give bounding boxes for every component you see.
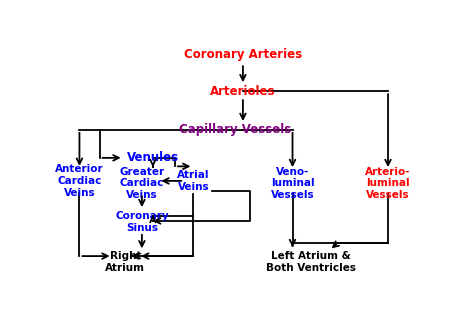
Text: Greater
Cardiac
Veins: Greater Cardiac Veins <box>119 167 164 200</box>
Text: Anterior
Cardiac
Veins: Anterior Cardiac Veins <box>55 164 104 198</box>
Text: Right
Atrium: Right Atrium <box>105 251 146 273</box>
Text: Arterioles: Arterioles <box>210 85 276 98</box>
Text: Coronary Arteries: Coronary Arteries <box>184 48 302 61</box>
Text: Arterio-
luminal
Vessels: Arterio- luminal Vessels <box>365 167 411 200</box>
Text: Veno-
luminal
Vessels: Veno- luminal Vessels <box>271 167 314 200</box>
Text: Atrial
Veins: Atrial Veins <box>177 170 210 192</box>
Text: Capillary Vessels: Capillary Vessels <box>180 123 292 136</box>
Text: Venules: Venules <box>127 152 179 164</box>
Text: Left Atrium &
Both Ventricles: Left Atrium & Both Ventricles <box>266 251 356 273</box>
Text: Coronary
Sinus: Coronary Sinus <box>115 211 169 233</box>
